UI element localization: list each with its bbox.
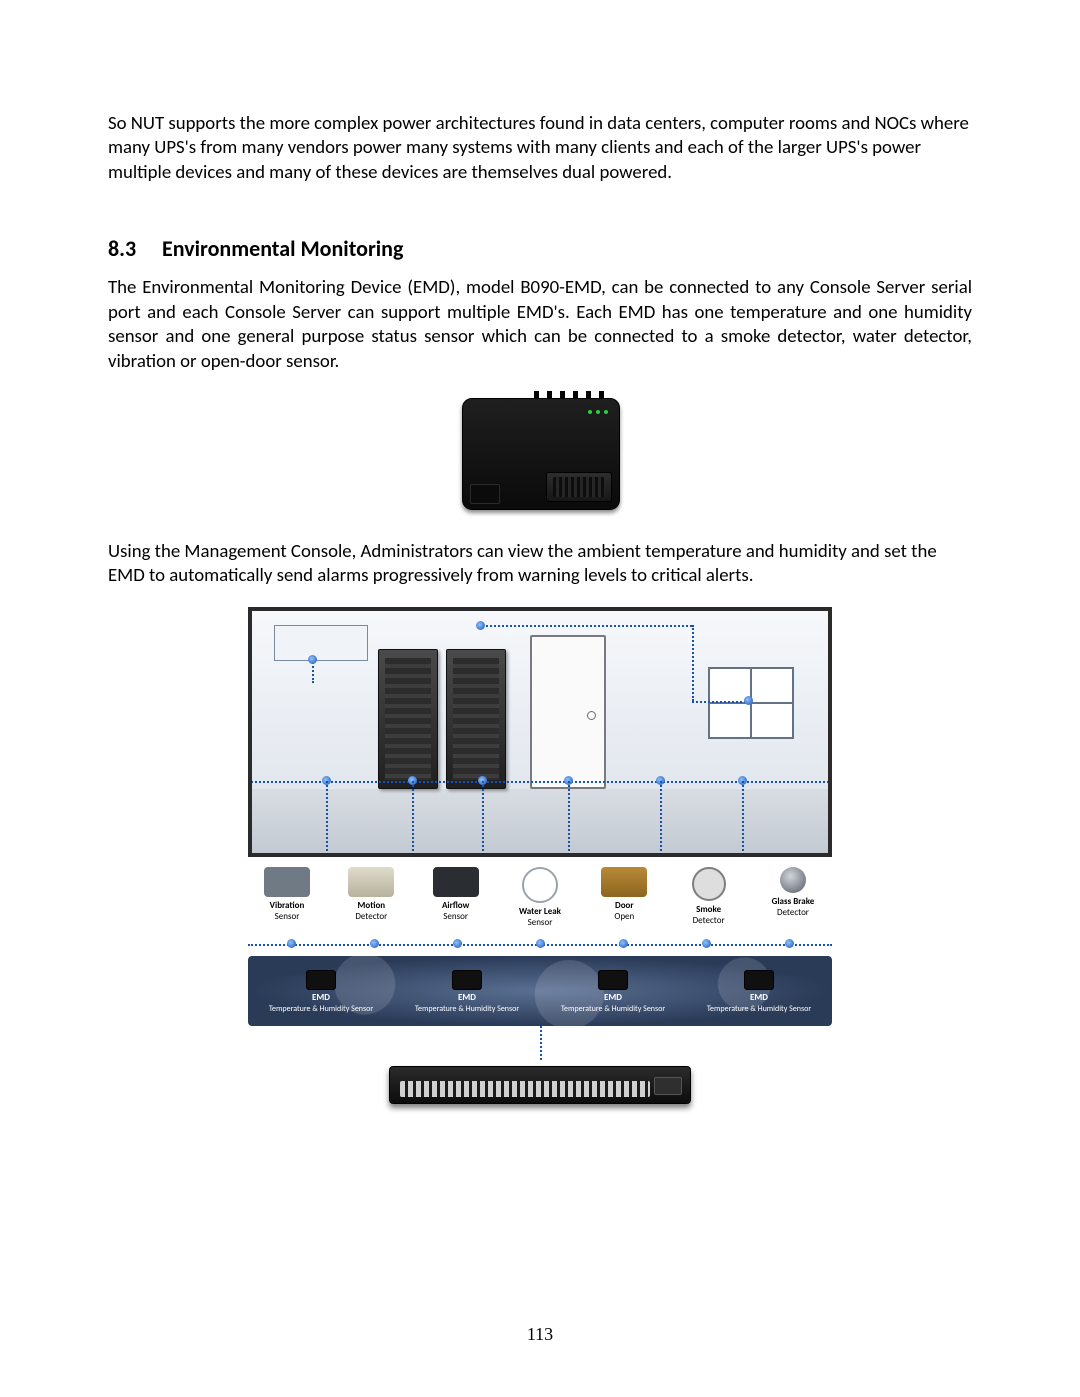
sensor-glass: Glass BrakeDetector [754, 867, 832, 928]
page-number: 113 [0, 1324, 1080, 1345]
emd-mini-icon [744, 970, 774, 990]
shelf-node-icon [308, 655, 317, 664]
intro-paragraph: So NUT supports the more complex power a… [108, 112, 972, 185]
airflow-sensor-icon [433, 867, 479, 897]
smoke-detector-icon [692, 867, 726, 901]
water-leak-sensor-icon [522, 867, 558, 903]
emd-units-row: EMD Temperature & Humidity Sensor EMD Te… [248, 956, 832, 1026]
emd-mini-icon [306, 970, 336, 990]
sensor-bus-line [248, 936, 832, 954]
server-rack-icon [378, 649, 438, 789]
sensor-smoke: SmokeDetector [670, 867, 748, 928]
door-open-sensor-icon [601, 867, 647, 897]
paragraph-2: Using the Management Console, Administra… [108, 540, 972, 589]
motion-detector-icon [348, 867, 394, 897]
wall-shelf-icon [274, 625, 368, 661]
sensor-water: Water LeakSensor [501, 867, 579, 928]
emd-mini-icon [452, 970, 482, 990]
emd-device-illustration [458, 392, 622, 512]
emd-unit: EMD Temperature & Humidity Sensor [415, 970, 519, 1013]
console-server-switch-icon [389, 1066, 691, 1104]
emd-mini-icon [598, 970, 628, 990]
glass-break-detector-icon [780, 867, 806, 893]
emd-device-figure [108, 392, 972, 512]
sensor-row: VibrationSensor MotionDetector AirflowSe… [248, 867, 832, 928]
emd-unit: EMD Temperature & Humidity Sensor [561, 970, 665, 1013]
vibration-sensor-icon [264, 867, 310, 897]
section-heading: 8.3Environmental Monitoring [108, 235, 972, 262]
monitoring-diagram: VibrationSensor MotionDetector AirflowSe… [108, 607, 972, 1104]
sensor-door: DoorOpen [585, 867, 663, 928]
door-icon [530, 635, 606, 789]
section-title: Environmental Monitoring [162, 235, 403, 262]
emd-unit: EMD Temperature & Humidity Sensor [269, 970, 373, 1013]
section-number: 8.3 [108, 235, 162, 262]
emd-unit: EMD Temperature & Humidity Sensor [707, 970, 811, 1013]
paragraph-1: The Environmental Monitoring Device (EMD… [108, 276, 972, 374]
sensor-vibration: VibrationSensor [248, 867, 326, 928]
emd-to-switch-risers [248, 1026, 832, 1060]
camera-node-icon [476, 621, 485, 630]
server-rack-icon [446, 649, 506, 789]
window-node-icon [744, 696, 753, 705]
sensor-airflow: AirflowSensor [417, 867, 495, 928]
room-illustration [248, 607, 832, 857]
sensor-motion: MotionDetector [332, 867, 410, 928]
